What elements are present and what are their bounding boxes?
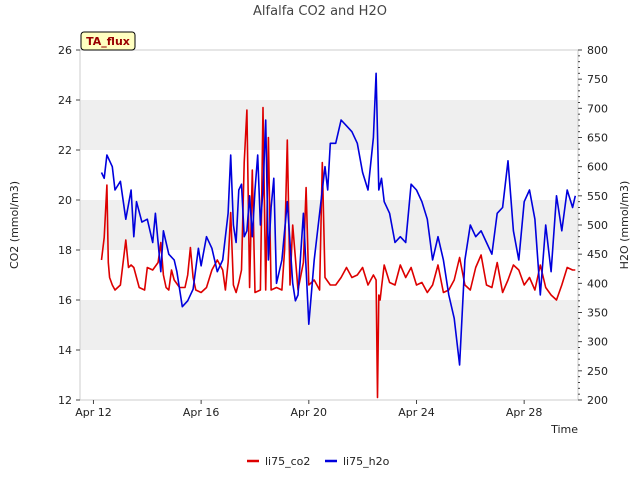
y-right-tick-label: 800 <box>587 44 608 57</box>
x-tick-label: Apr 24 <box>398 406 435 419</box>
chart-title: Alfalfa CO2 and H2O <box>253 4 387 19</box>
x-tick-label: Apr 16 <box>183 406 220 419</box>
series-line-li75_co2 <box>100 106 576 399</box>
y-right-tick-label: 350 <box>587 307 608 320</box>
legend-label-li75_h2o: li75_h2o <box>343 455 390 468</box>
y-left-tick-label: 20 <box>58 194 72 207</box>
y-right-tick-label: 650 <box>587 132 608 145</box>
y-right-tick-label: 300 <box>587 336 608 349</box>
y-axis-right: 200 250 300 350 400 450 500 550 600 650 700 750 800 <box>578 44 608 407</box>
y-left-tick-label: 18 <box>58 244 72 257</box>
y-right-tick-label: 700 <box>587 102 608 115</box>
legend-label-li75_co2: li75_co2 <box>265 455 310 468</box>
y-left-tick-label: 22 <box>58 144 72 157</box>
y-right-tick-label: 400 <box>587 277 608 290</box>
grid-band <box>80 300 578 350</box>
y-right-tick-label: 250 <box>587 365 608 378</box>
y-axis-right-label: H2O (mmol/m3) <box>618 181 631 270</box>
y-left-tick-label: 24 <box>58 94 72 107</box>
grid-band <box>80 100 578 150</box>
y-right-tick-label: 750 <box>587 73 608 86</box>
x-tick-label: Apr 12 <box>75 406 112 419</box>
y-right-tick-label: 500 <box>587 219 608 232</box>
y-left-tick-label: 14 <box>58 344 72 357</box>
y-right-tick-label: 600 <box>587 161 608 174</box>
y-right-tick-label: 200 <box>587 394 608 407</box>
ta-flux-badge: TA_flux <box>80 31 136 51</box>
x-tick-label: Apr 20 <box>291 406 328 419</box>
series-line-li75_h2o <box>100 72 577 366</box>
x-axis-label: Time <box>550 423 578 436</box>
y-axis-left-label: CO2 (mmol/m3) <box>8 181 21 269</box>
y-left-tick-label: 12 <box>58 394 72 407</box>
y-right-tick-label: 450 <box>587 248 608 261</box>
y-left-tick-label: 16 <box>58 294 72 307</box>
y-left-tick-label: 26 <box>58 44 72 57</box>
ta-flux-badge-label: TA_flux <box>86 35 130 48</box>
y-right-tick-label: 550 <box>587 190 608 203</box>
series-lines <box>100 72 577 399</box>
x-axis: Apr 12 Apr 16 Apr 20 Apr 24 Apr 28 <box>75 400 542 419</box>
legend: li75_co2 li75_h2o <box>247 455 390 468</box>
y-axis-left: 12 14 16 18 20 22 24 26 <box>58 44 80 407</box>
x-tick-label: Apr 28 <box>506 406 543 419</box>
